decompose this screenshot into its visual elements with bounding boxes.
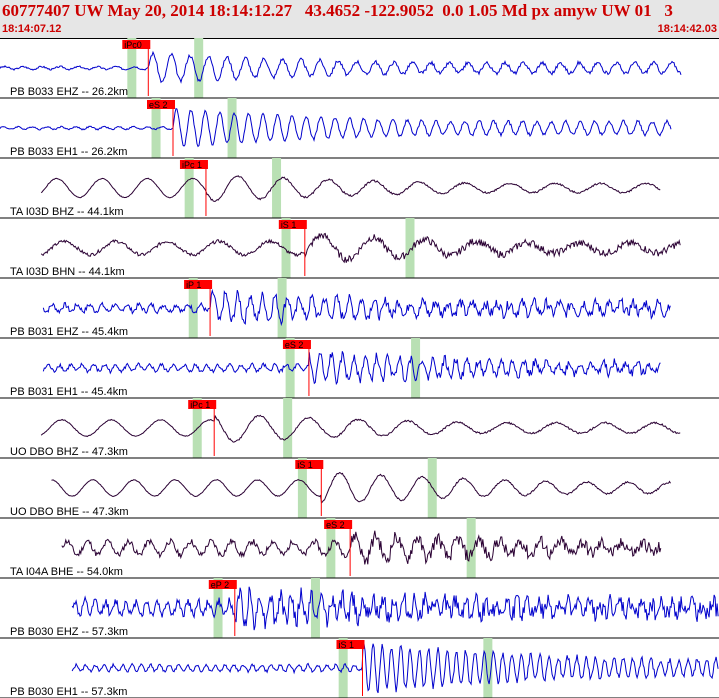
- pick-box[interactable]: [295, 460, 324, 469]
- pick-box[interactable]: [184, 280, 213, 289]
- pick-box[interactable]: [282, 340, 311, 349]
- window-band: [194, 38, 204, 98]
- waveform: [42, 351, 661, 386]
- trace-panel[interactable]: iPc 1 UO DBO BHZ -- 47.3km: [0, 398, 719, 459]
- trace-panel[interactable]: eS 2 PB B033 EH1 -- 26.2km: [0, 98, 719, 159]
- pick-box[interactable]: [147, 100, 176, 109]
- trace-panel[interactable]: iS 1 UO DBO BHE -- 47.3km: [0, 458, 719, 519]
- waveform: [71, 642, 719, 694]
- seismogram-panel[interactable]: iPc0 PB B033 EHZ -- 26.2km eS 2 PB B033 EH1…: [0, 38, 719, 698]
- window-band: [277, 278, 287, 338]
- station-label: TA I04A BHE -- 54.0km: [10, 566, 123, 578]
- station-label: UO DBO BHE -- 47.3km: [10, 506, 129, 518]
- station-label: PB B030 EH1 -- 57.3km: [10, 686, 127, 698]
- window-band: [151, 98, 161, 158]
- window-band: [411, 338, 421, 398]
- pick-box[interactable]: [324, 520, 353, 529]
- waveform: [42, 288, 671, 327]
- window-band: [213, 578, 223, 638]
- pick-label: eP 2: [211, 580, 229, 590]
- station-label: PB B030 EHZ -- 57.3km: [10, 626, 128, 638]
- waveform: [61, 530, 662, 565]
- trace-panel[interactable]: iP 1 PB B031 EHZ -- 45.4km: [0, 278, 719, 339]
- window-band: [483, 638, 493, 698]
- trace-panel[interactable]: iS 1 TA I03D BHN -- 44.1km: [0, 218, 719, 279]
- waveform: [40, 175, 661, 202]
- station-label: TA I03D BHN -- 44.1km: [10, 266, 125, 278]
- pick-box[interactable]: [278, 220, 307, 229]
- station-label: UO DBO BHZ -- 47.3km: [10, 446, 128, 458]
- waveform: [40, 414, 681, 443]
- trace-panel[interactable]: iPc 1 TA I03D BHZ -- 44.1km: [0, 158, 719, 219]
- trace-panel[interactable]: iS 1 PB B030 EH1 -- 57.3km: [0, 638, 719, 698]
- window-band: [285, 338, 295, 398]
- pick-box[interactable]: [122, 40, 151, 49]
- waveform: [51, 472, 671, 504]
- station-label: PB B031 EH1 -- 45.4km: [10, 386, 127, 398]
- pick-label: iS 1: [338, 640, 354, 650]
- trace-panel[interactable]: eS 2 PB B031 EH1 -- 45.4km: [0, 338, 719, 399]
- event-title: 60777407 UW May 20, 2014 18:14:12.27 43.…: [2, 1, 673, 20]
- waveform: [0, 107, 672, 148]
- station-label: PB B033 EHZ -- 26.2km: [10, 86, 128, 98]
- event-header: 60777407 UW May 20, 2014 18:14:12.27 43.…: [0, 0, 719, 39]
- pick-label: iS 1: [281, 220, 297, 230]
- window-band: [297, 458, 307, 518]
- station-label: TA I03D BHZ -- 44.1km: [10, 206, 124, 218]
- trace-panel[interactable]: eP 2 PB B030 EHZ -- 57.3km: [0, 578, 719, 639]
- window-band: [310, 578, 320, 638]
- pick-label: eS 2: [285, 340, 304, 350]
- window-band: [272, 158, 282, 218]
- waveform: [40, 232, 681, 264]
- pick-label: eS 2: [326, 520, 345, 530]
- trace-panel[interactable]: iPc0 PB B033 EHZ -- 26.2km: [0, 38, 719, 99]
- waveform: [71, 586, 719, 631]
- pick-label: iP 1: [186, 280, 201, 290]
- window-band: [184, 158, 194, 218]
- trace-panel[interactable]: eS 2 TA I04A BHE -- 54.0km: [0, 518, 719, 579]
- pick-label: iS 1: [297, 460, 313, 470]
- pick-label: eS 2: [149, 100, 168, 110]
- start-time: 18:14:07.12: [2, 23, 62, 35]
- window-band: [466, 518, 476, 578]
- station-label: PB B033 EH1 -- 26.2km: [10, 146, 127, 158]
- window-band: [188, 278, 198, 338]
- pick-label: iPc 1: [182, 160, 202, 170]
- waveform: [0, 50, 682, 84]
- window-band: [227, 98, 237, 158]
- window-band: [281, 218, 291, 278]
- window-band: [283, 398, 293, 458]
- window-band: [405, 218, 415, 278]
- pick-box[interactable]: [208, 580, 237, 589]
- pick-label: iPc 1: [190, 400, 210, 410]
- station-label: PB B031 EHZ -- 45.4km: [10, 326, 128, 338]
- pick-label: iPc0: [124, 40, 142, 50]
- pick-box[interactable]: [179, 160, 208, 169]
- pick-box[interactable]: [336, 640, 365, 649]
- end-time: 18:14:42.03: [657, 23, 717, 35]
- pick-box[interactable]: [188, 400, 217, 409]
